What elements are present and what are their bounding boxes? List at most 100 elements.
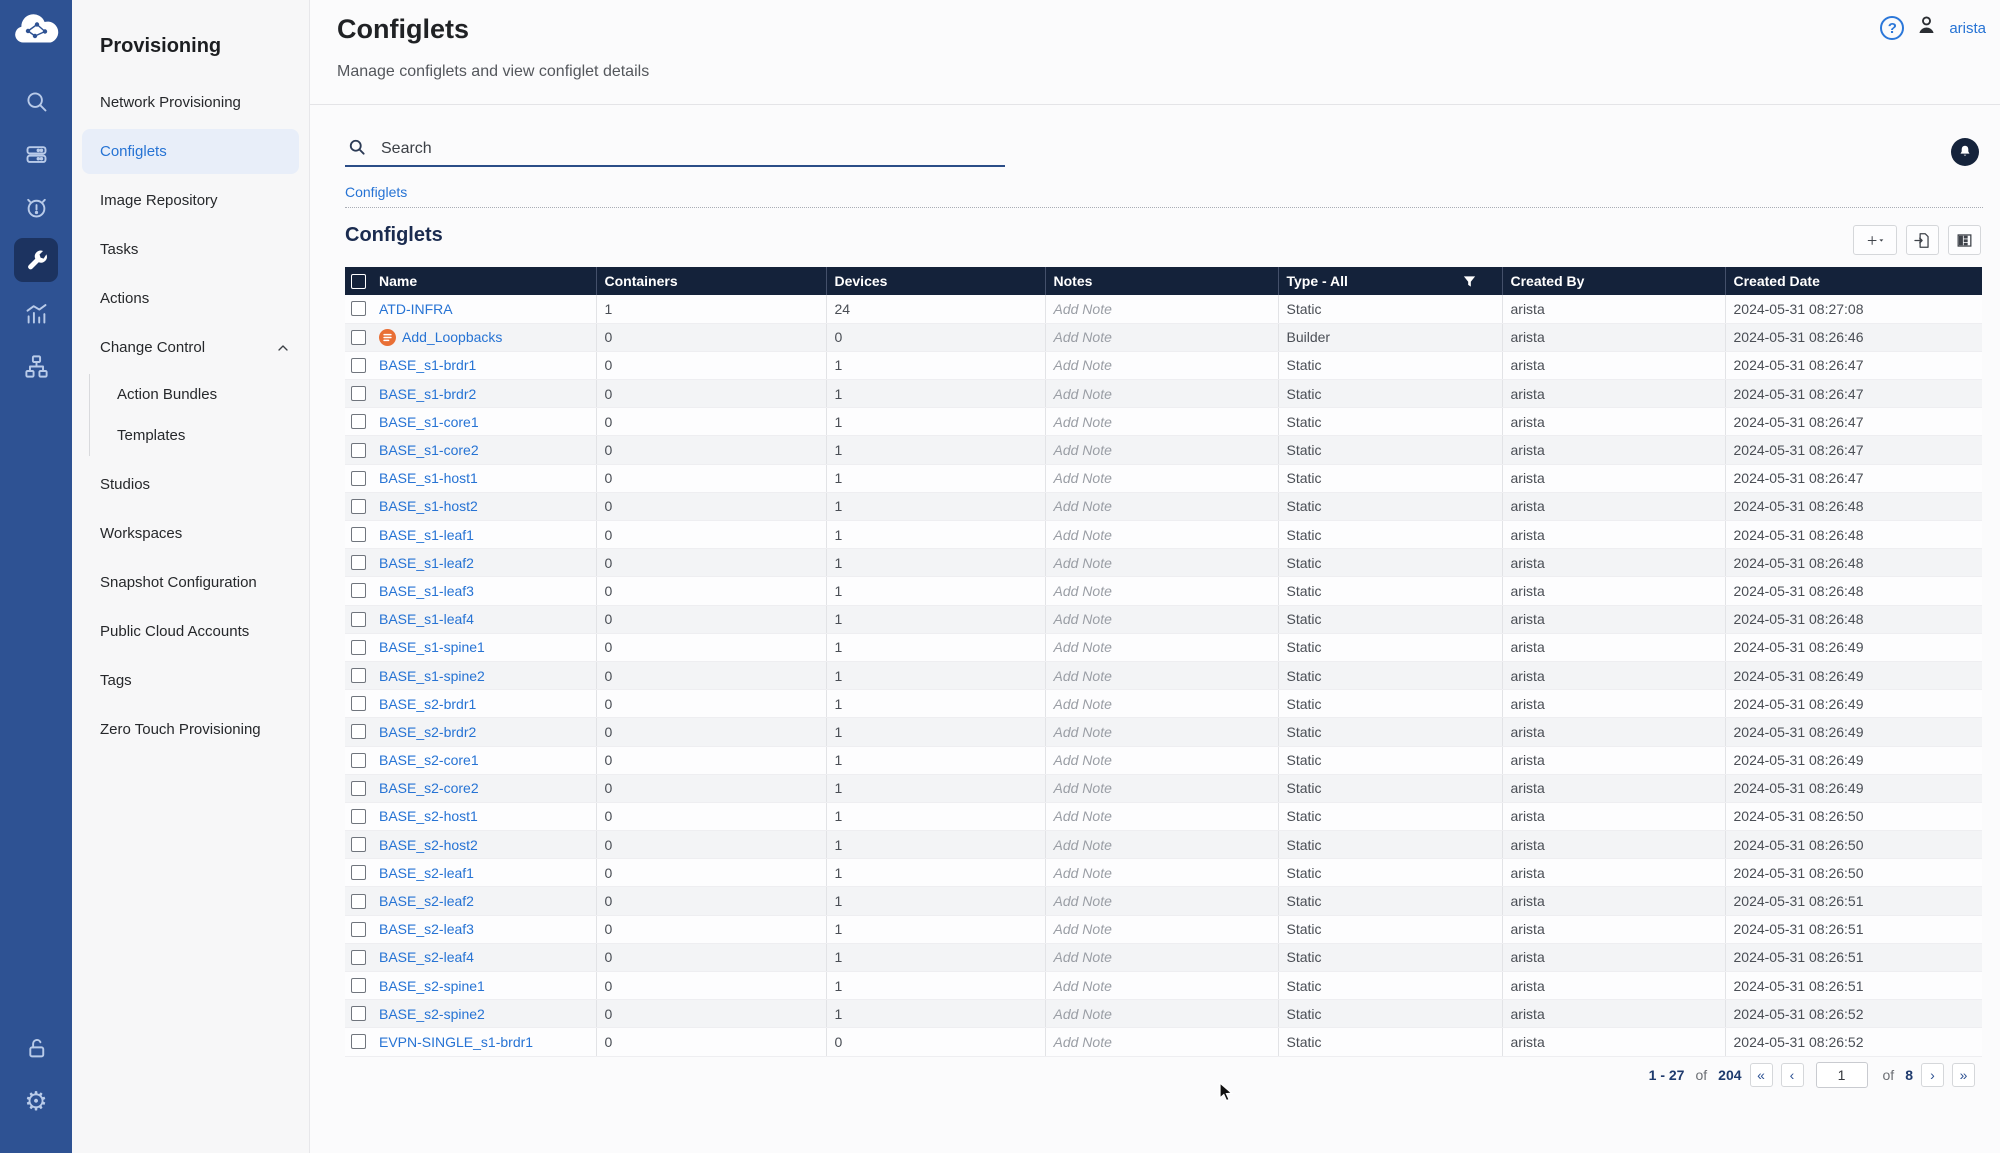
row-checkbox[interactable]: [351, 301, 366, 317]
cloudvision-logo[interactable]: [12, 12, 60, 50]
configlet-link[interactable]: BASE_s2-core2: [379, 780, 479, 797]
settings-icon[interactable]: ⚙: [24, 1086, 48, 1116]
events-icon[interactable]: [14, 185, 58, 229]
row-checkbox[interactable]: [351, 978, 366, 994]
configlet-link[interactable]: BASE_s2-spine2: [379, 1005, 485, 1022]
row-checkbox[interactable]: [351, 724, 366, 740]
add-note-link[interactable]: Add Note: [1053, 470, 1112, 487]
configlet-link[interactable]: BASE_s2-core1: [379, 752, 479, 769]
sidebar-item-change-control[interactable]: Change Control: [72, 323, 309, 372]
provisioning-icon[interactable]: [14, 238, 58, 282]
unlock-icon[interactable]: [14, 1026, 58, 1070]
column-header-type[interactable]: Type - All: [1286, 273, 1348, 289]
row-checkbox[interactable]: [351, 668, 366, 684]
configlet-link[interactable]: BASE_s2-leaf1: [379, 864, 474, 881]
add-note-link[interactable]: Add Note: [1053, 385, 1112, 402]
add-note-link[interactable]: Add Note: [1053, 582, 1112, 599]
configlet-link[interactable]: BASE_s1-host2: [379, 498, 478, 515]
configlet-link[interactable]: BASE_s1-brdr1: [379, 357, 477, 374]
configlet-link[interactable]: BASE_s2-host2: [379, 836, 478, 853]
row-checkbox[interactable]: [351, 442, 366, 458]
sidebar-subitem-action-bundles[interactable]: Action Bundles: [117, 386, 218, 403]
topology-icon[interactable]: [14, 344, 58, 388]
sidebar-item-configlets[interactable]: Configlets: [82, 129, 299, 174]
add-note-link[interactable]: Add Note: [1053, 808, 1112, 825]
configlet-link[interactable]: BASE_s1-brdr2: [379, 385, 477, 402]
column-header-created-by[interactable]: Created By: [1502, 267, 1726, 295]
add-configlet-button[interactable]: [1853, 225, 1897, 255]
sidebar-item-image-repository[interactable]: Image Repository: [72, 176, 309, 225]
row-checkbox[interactable]: [351, 837, 366, 853]
configlet-link[interactable]: BASE_s1-leaf1: [379, 526, 474, 543]
sidebar-item-studios[interactable]: Studios: [72, 460, 309, 509]
add-note-link[interactable]: Add Note: [1053, 864, 1112, 881]
configlet-link[interactable]: BASE_s1-leaf4: [379, 611, 474, 628]
configlet-link[interactable]: BASE_s2-leaf2: [379, 893, 474, 910]
configlet-link[interactable]: BASE_s2-host1: [379, 808, 478, 825]
sidebar-subitem-templates[interactable]: Templates: [117, 427, 186, 444]
previous-page-button[interactable]: ‹: [1780, 1063, 1804, 1087]
row-checkbox[interactable]: [351, 498, 366, 514]
row-checkbox[interactable]: [351, 611, 366, 627]
configlet-link[interactable]: BASE_s2-leaf3: [379, 921, 474, 938]
help-icon[interactable]: ?: [1880, 16, 1905, 40]
row-checkbox[interactable]: [351, 555, 366, 571]
row-checkbox[interactable]: [351, 527, 366, 543]
configlet-link[interactable]: BASE_s2-spine1: [379, 977, 485, 994]
add-note-link[interactable]: Add Note: [1053, 1033, 1112, 1050]
add-note-link[interactable]: Add Note: [1053, 498, 1112, 515]
configlet-link[interactable]: BASE_s2-brdr1: [379, 695, 477, 712]
configlet-link[interactable]: EVPN-SINGLE_s1-brdr1: [379, 1033, 534, 1050]
configlet-link[interactable]: BASE_s2-brdr2: [379, 723, 477, 740]
configlet-link[interactable]: BASE_s1-leaf2: [379, 554, 474, 571]
configlet-link[interactable]: BASE_s2-leaf4: [379, 949, 474, 966]
row-checkbox[interactable]: [351, 921, 366, 937]
add-note-link[interactable]: Add Note: [1053, 836, 1112, 853]
user-icon[interactable]: [1914, 13, 1939, 43]
add-note-link[interactable]: Add Note: [1053, 357, 1112, 374]
configlet-link[interactable]: ATD-INFRA: [379, 300, 453, 317]
row-checkbox[interactable]: [351, 1006, 366, 1022]
add-note-link[interactable]: Add Note: [1053, 695, 1112, 712]
row-checkbox[interactable]: [351, 414, 366, 430]
last-page-button[interactable]: »: [1952, 1063, 1975, 1087]
sidebar-item-tasks[interactable]: Tasks: [72, 225, 309, 274]
add-note-link[interactable]: Add Note: [1053, 1005, 1112, 1022]
next-page-button[interactable]: ›: [1921, 1063, 1944, 1087]
devices-icon[interactable]: [14, 132, 58, 176]
row-checkbox[interactable]: [351, 752, 366, 768]
row-checkbox[interactable]: [351, 865, 366, 881]
add-note-link[interactable]: Add Note: [1053, 949, 1112, 966]
search-icon[interactable]: [14, 79, 58, 123]
row-checkbox[interactable]: [351, 808, 366, 824]
configlet-link[interactable]: BASE_s1-core2: [379, 442, 479, 459]
add-note-link[interactable]: Add Note: [1053, 526, 1112, 543]
add-note-link[interactable]: Add Note: [1053, 977, 1112, 994]
configlet-link[interactable]: Add_Loopbacks: [402, 329, 503, 346]
page-number-input[interactable]: [1815, 1062, 1868, 1088]
row-checkbox[interactable]: [351, 329, 366, 345]
sidebar-item-workspaces[interactable]: Workspaces: [72, 509, 309, 558]
add-note-link[interactable]: Add Note: [1053, 329, 1112, 346]
row-checkbox[interactable]: [351, 470, 366, 486]
column-header-containers[interactable]: Containers: [596, 267, 827, 295]
row-checkbox[interactable]: [351, 639, 366, 655]
column-header-notes[interactable]: Notes: [1045, 267, 1279, 295]
export-button[interactable]: [1906, 225, 1939, 255]
sidebar-item-actions[interactable]: Actions: [72, 274, 309, 323]
sidebar-item-tags[interactable]: Tags: [72, 656, 309, 705]
sidebar-item-public-cloud-accounts[interactable]: Public Cloud Accounts: [72, 607, 309, 656]
row-checkbox[interactable]: [351, 780, 366, 796]
add-note-link[interactable]: Add Note: [1053, 723, 1112, 740]
add-note-link[interactable]: Add Note: [1053, 413, 1112, 430]
add-note-link[interactable]: Add Note: [1053, 442, 1112, 459]
row-checkbox[interactable]: [351, 583, 366, 599]
add-note-link[interactable]: Add Note: [1053, 752, 1112, 769]
username[interactable]: arista: [1949, 19, 1986, 37]
add-note-link[interactable]: Add Note: [1053, 780, 1112, 797]
row-checkbox[interactable]: [351, 357, 366, 373]
add-note-link[interactable]: Add Note: [1053, 554, 1112, 571]
column-header-created-date[interactable]: Created Date: [1725, 267, 1982, 295]
add-note-link[interactable]: Add Note: [1053, 921, 1112, 938]
row-checkbox[interactable]: [351, 949, 366, 965]
